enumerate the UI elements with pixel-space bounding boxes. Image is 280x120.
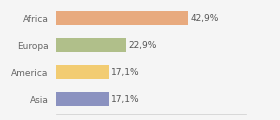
Bar — [56, 38, 126, 52]
Text: 17,1%: 17,1% — [111, 95, 140, 104]
Text: 22,9%: 22,9% — [129, 41, 157, 50]
Bar — [56, 92, 109, 106]
Bar — [56, 65, 109, 79]
Text: 17,1%: 17,1% — [111, 68, 140, 77]
Text: 42,9%: 42,9% — [190, 14, 219, 23]
Bar — [56, 11, 188, 25]
